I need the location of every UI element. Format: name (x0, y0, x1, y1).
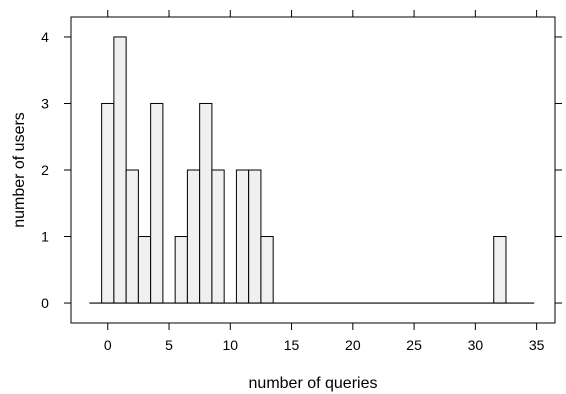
y-tick-label: 3 (41, 95, 49, 111)
y-ticks-group: 0 1 2 3 4 (41, 29, 562, 311)
x-tick-label: 25 (406, 337, 422, 353)
y-tick-label: 4 (41, 29, 49, 45)
y-tick-label: 1 (41, 229, 49, 245)
histogram-bar (137, 236, 152, 304)
bars-group (101, 36, 507, 304)
histogram-bar (113, 36, 127, 304)
x-axis-label: number of queries (249, 375, 378, 392)
histogram-bar (248, 169, 262, 304)
histogram-bar (260, 236, 274, 304)
histogram-bar (125, 169, 139, 304)
x-tick-label: 35 (529, 337, 545, 353)
y-tick-label: 0 (41, 295, 49, 311)
histogram-bar (174, 236, 188, 304)
x-tick-label: 10 (223, 337, 239, 353)
y-tick-label: 2 (41, 162, 49, 178)
histogram-bar (186, 169, 201, 304)
x-tick-label: 20 (345, 337, 361, 353)
x-tick-label: 5 (165, 337, 173, 353)
histogram-bar (235, 169, 250, 304)
x-ticks-group: 0 5 10 15 20 25 30 35 (104, 10, 545, 353)
histogram-bar (150, 102, 164, 304)
y-axis-label: number of users (11, 112, 28, 228)
histogram-bar (101, 102, 115, 304)
histogram-bar (199, 102, 213, 304)
histogram-bar (493, 236, 507, 304)
histogram-bar (211, 169, 225, 304)
x-tick-label: 0 (104, 337, 112, 353)
x-tick-label: 15 (284, 337, 300, 353)
x-tick-label: 30 (468, 337, 484, 353)
